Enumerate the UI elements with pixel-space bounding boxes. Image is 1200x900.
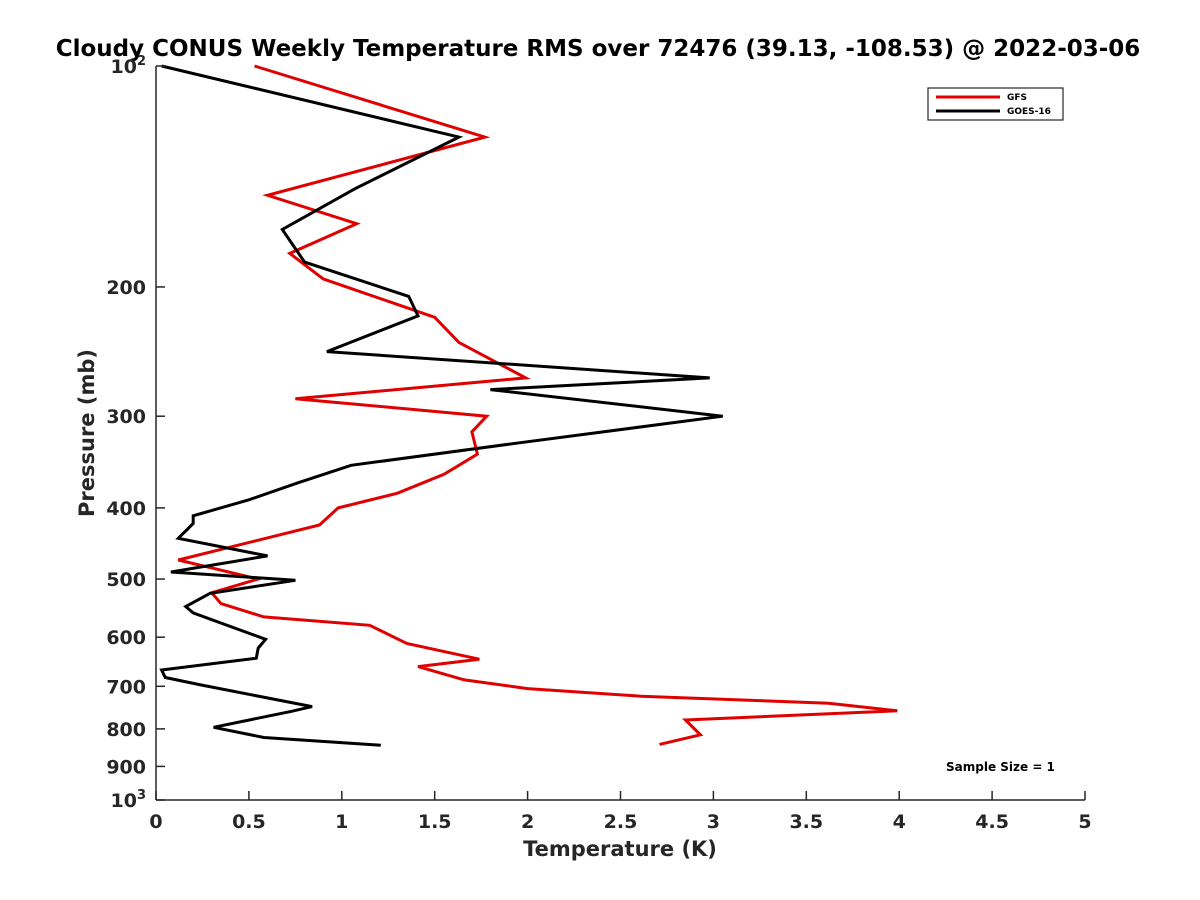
y-tick-label: 800	[106, 719, 146, 741]
y-tick-label: 103	[111, 788, 147, 812]
x-tick-label: 3	[707, 811, 720, 833]
x-tick-label: 4.5	[975, 811, 1009, 833]
y-tick-label: 600	[106, 627, 146, 649]
legend-label: GFS	[1007, 93, 1027, 103]
x-tick-label: 2.5	[604, 811, 638, 833]
series-line-gfs	[177, 64, 898, 746]
x-tick-label: 4	[893, 811, 906, 833]
y-tick-label: 102	[111, 54, 147, 78]
legend: GFS GOES-16	[927, 87, 1064, 121]
x-axis-label: Temperature (K)	[523, 837, 717, 861]
legend-label: GOES-16	[1007, 107, 1051, 117]
y-tick-label: 900	[106, 756, 146, 778]
series-line-goes-16	[159, 64, 723, 747]
y-tick-label: 700	[106, 676, 146, 698]
x-tick-label: 1.5	[418, 811, 452, 833]
axes-layer: 0 0.5 1 1.5 2 2.5 3 3.5 4 4.5 5 102 200 300 400 500 600 7…	[106, 54, 1091, 833]
y-axis-label: Pressure (mb)	[75, 349, 99, 517]
y-tick-label: 300	[106, 406, 146, 428]
sample-size-note: Sample Size = 1	[946, 760, 1055, 774]
y-tick-label: 400	[106, 498, 146, 520]
chart-title: Cloudy CONUS Weekly Temperature RMS over…	[56, 36, 1141, 62]
series-layer	[159, 64, 898, 747]
x-tick-label: 2	[521, 811, 534, 833]
x-tick-label: 0	[149, 811, 162, 833]
y-tick-label: 200	[106, 277, 146, 299]
x-tick-label: 5	[1078, 811, 1091, 833]
x-tick-label: 0.5	[232, 811, 266, 833]
y-tick-label: 500	[106, 569, 146, 591]
x-tick-label: 3.5	[789, 811, 823, 833]
legend-box	[927, 87, 1064, 121]
x-tick-label: 1	[335, 811, 348, 833]
